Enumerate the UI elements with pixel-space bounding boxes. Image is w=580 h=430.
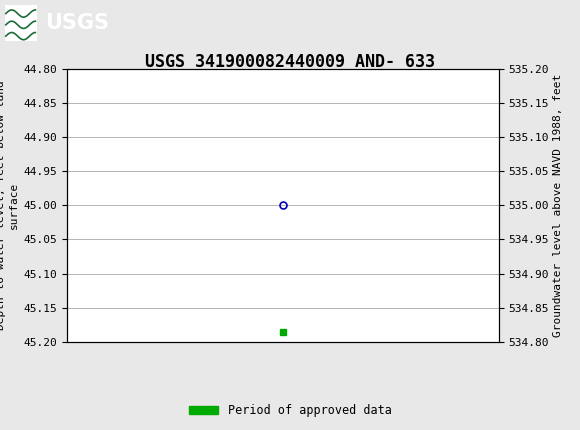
Y-axis label: Groundwater level above NAVD 1988, feet: Groundwater level above NAVD 1988, feet	[553, 74, 563, 337]
Text: USGS 341900082440009 AND- 633: USGS 341900082440009 AND- 633	[145, 53, 435, 71]
FancyBboxPatch shape	[5, 4, 37, 41]
Legend: Period of approved data: Period of approved data	[184, 399, 396, 422]
Y-axis label: Depth to water level, feet below land
surface: Depth to water level, feet below land su…	[0, 80, 19, 330]
Text: USGS: USGS	[45, 12, 109, 33]
